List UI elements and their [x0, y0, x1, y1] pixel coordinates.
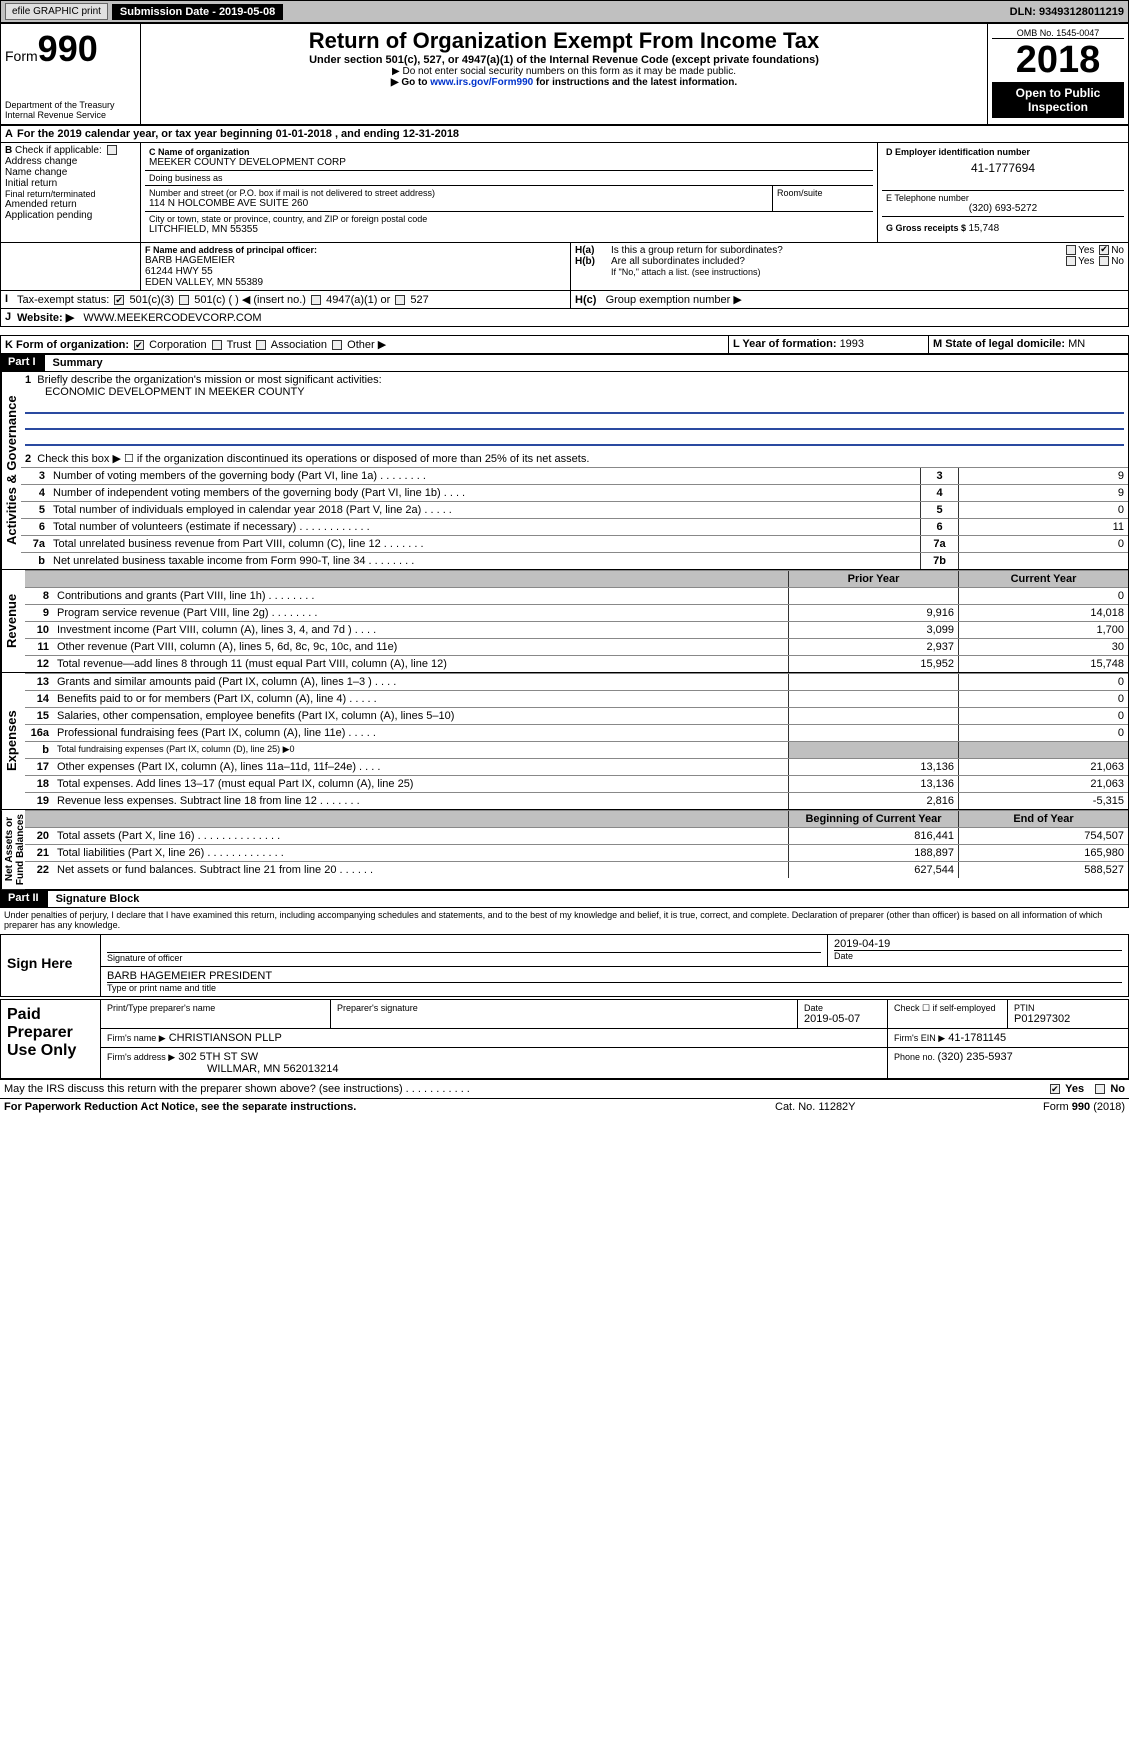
city-state-zip: LITCHFIELD, MN 55355: [149, 224, 869, 235]
paid-preparer-block: Paid Preparer Use Only Print/Type prepar…: [0, 999, 1129, 1079]
efile-button[interactable]: efile GRAPHIC print: [5, 3, 108, 20]
bcde-block: B Check if applicable: Address change Na…: [0, 143, 1129, 242]
form-label: Form990: [5, 28, 136, 70]
submission-date: Submission Date - 2019-05-08: [112, 4, 283, 20]
omb-number: OMB No. 1545-0047: [992, 28, 1124, 39]
officer-name: BARB HAGEMEIER: [145, 255, 566, 266]
street-address: 114 N HOLCOMBE AVE SUITE 260: [149, 198, 768, 209]
fin-row: 14Benefits paid to or for members (Part …: [25, 690, 1128, 707]
form-subtitle: Under section 501(c), 527, or 4947(a)(1)…: [145, 54, 983, 66]
part1-header: Part I Summary: [0, 354, 1129, 372]
summary-row: 5Total number of individuals employed in…: [21, 501, 1128, 518]
side-net-assets: Net Assets or Fund Balances: [1, 810, 25, 889]
top-bar: efile GRAPHIC print Submission Date - 20…: [0, 0, 1129, 23]
website: WWW.MEEKERCODEVCORP.COM: [83, 312, 261, 324]
fin-row: 22Net assets or fund balances. Subtract …: [25, 861, 1128, 878]
ptin: P01297302: [1014, 1013, 1122, 1025]
klm-row: K Form of organization: Corporation Trus…: [0, 335, 1129, 354]
footer: For Paperwork Reduction Act Notice, see …: [0, 1099, 1129, 1115]
instr-ssn: ▶ Do not enter social security numbers o…: [145, 66, 983, 77]
summary-row: 7aTotal unrelated business revenue from …: [21, 535, 1128, 552]
part2-header: Part II Signature Block: [0, 890, 1129, 908]
summary-row: 4Number of independent voting members of…: [21, 484, 1128, 501]
dept-label: Department of the Treasury Internal Reve…: [5, 100, 136, 120]
ein: 41-1777694: [886, 161, 1120, 175]
firm-name: CHRISTIANSON PLLP: [169, 1032, 282, 1044]
fin-row: 9Program service revenue (Part VIII, lin…: [25, 604, 1128, 621]
form-header: Form990 Department of the Treasury Inter…: [0, 23, 1129, 125]
row-a: For the 2019 calendar year, or tax year …: [13, 126, 463, 142]
summary-row: 6Total number of volunteers (estimate if…: [21, 518, 1128, 535]
mission: ECONOMIC DEVELOPMENT IN MEEKER COUNTY: [45, 386, 305, 398]
side-revenue: Revenue: [1, 570, 25, 672]
fin-row: 18Total expenses. Add lines 13–17 (must …: [25, 775, 1128, 792]
instr-link: ▶ Go to www.irs.gov/Form990 for instruct…: [145, 77, 983, 88]
tax-year: 2018: [992, 39, 1124, 82]
org-name: MEEKER COUNTY DEVELOPMENT CORP: [149, 157, 869, 168]
phone: (320) 693-5272: [886, 203, 1120, 214]
summary-row: 3Number of voting members of the governi…: [21, 467, 1128, 484]
fin-row: 13Grants and similar amounts paid (Part …: [25, 673, 1128, 690]
discuss-row: May the IRS discuss this return with the…: [0, 1079, 1129, 1099]
form-title: Return of Organization Exempt From Incom…: [145, 28, 983, 54]
side-activities-governance: Activities & Governance: [1, 372, 21, 569]
fin-row: 21Total liabilities (Part X, line 26) . …: [25, 844, 1128, 861]
irs-link[interactable]: www.irs.gov/Form990: [430, 77, 533, 88]
open-public: Open to Public Inspection: [992, 82, 1124, 118]
fin-row: 19Revenue less expenses. Subtract line 1…: [25, 792, 1128, 809]
fin-row: 16aProfessional fundraising fees (Part I…: [25, 724, 1128, 741]
fin-row: 8Contributions and grants (Part VIII, li…: [25, 587, 1128, 604]
perjury-statement: Under penalties of perjury, I declare th…: [0, 908, 1129, 932]
fin-row: 20Total assets (Part X, line 16) . . . .…: [25, 827, 1128, 844]
signer-name: BARB HAGEMEIER PRESIDENT: [107, 970, 1122, 983]
i-row: I Tax-exempt status: 501(c)(3) 501(c) ( …: [0, 290, 1129, 308]
side-expenses: Expenses: [1, 673, 25, 809]
fin-row: 15Salaries, other compensation, employee…: [25, 707, 1128, 724]
fin-row: 12Total revenue—add lines 8 through 11 (…: [25, 655, 1128, 672]
gross-receipts: 15,748: [969, 223, 1000, 234]
summary-row: bNet unrelated business taxable income f…: [21, 552, 1128, 569]
fin-row: 10Investment income (Part VIII, column (…: [25, 621, 1128, 638]
j-row: J Website: ▶ WWW.MEEKERCODEVCORP.COM: [0, 308, 1129, 327]
sign-here-block: Sign Here Signature of officer 2019-04-1…: [0, 934, 1129, 997]
fin-row: 17Other expenses (Part IX, column (A), l…: [25, 758, 1128, 775]
fin-row: 11Other revenue (Part VIII, column (A), …: [25, 638, 1128, 655]
dln: DLN: 93493128011219: [1010, 6, 1124, 18]
fin-row: bTotal fundraising expenses (Part IX, co…: [25, 741, 1128, 758]
fh-block: F Name and address of principal officer:…: [0, 242, 1129, 290]
